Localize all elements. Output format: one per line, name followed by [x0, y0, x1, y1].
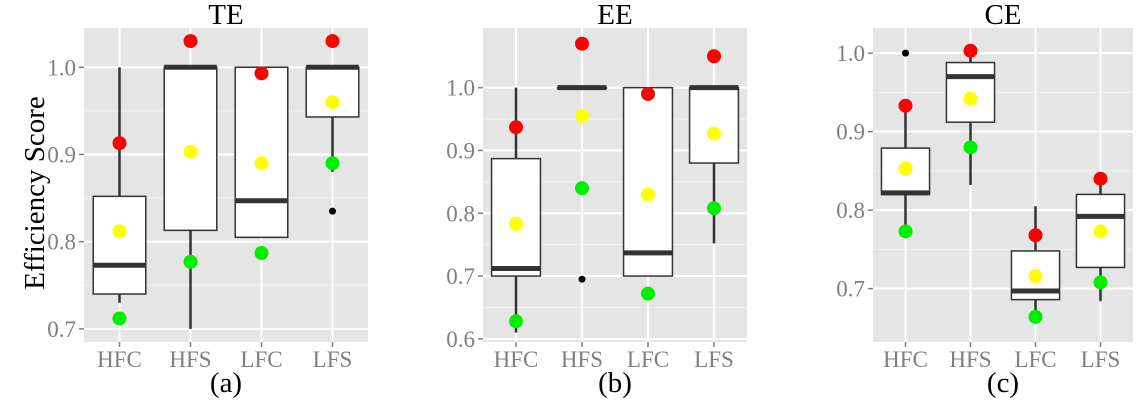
y-tick-label: 0.9 — [446, 138, 475, 163]
panel-sublabel: (a) — [210, 367, 242, 399]
upper-point — [325, 34, 340, 49]
upper-point — [898, 98, 913, 113]
panel-ee: 0.6 0.7 0.8 0.9 1.0 HFC HFS LFC LFS EE (b) — [446, 0, 747, 399]
lower-point — [183, 254, 198, 269]
outlier-point — [329, 207, 336, 215]
x-tick-label: LFC — [627, 347, 669, 372]
lower-point — [641, 286, 655, 301]
lower-point — [898, 224, 913, 239]
box-lfc — [622, 86, 674, 277]
y-tick-label: 0.9 — [47, 142, 76, 167]
upper-point — [112, 136, 127, 151]
upper-point — [1093, 171, 1108, 186]
x-tick-label: HFC — [883, 347, 928, 372]
mean-point — [641, 187, 655, 202]
box-iqr — [688, 86, 740, 164]
lower-point — [112, 311, 127, 326]
x-tick-label: HFC — [494, 347, 539, 372]
panel-te: 0.7 0.8 0.9 1.0 HFC HFS LFC LFS TE (a) — [47, 0, 368, 399]
box-iqr — [305, 66, 360, 118]
panel-ce: 0.7 0.8 0.9 1.0 HFC HFS LFC LFS CE (c) — [836, 0, 1133, 399]
upper-point — [183, 34, 198, 49]
panel-title: EE — [597, 0, 632, 31]
lower-point — [254, 246, 269, 261]
box-iqr — [92, 195, 147, 295]
y-tick-label: 1.0 — [446, 76, 475, 101]
mean-point — [509, 216, 523, 231]
mean-point — [898, 161, 913, 176]
y-tick-label: 0.8 — [446, 201, 475, 226]
panel-title: CE — [984, 0, 1021, 31]
box-lfs — [688, 85, 740, 244]
mean-point — [254, 156, 269, 171]
y-tick-label: 0.7 — [47, 317, 76, 342]
y-axis-label: Efficiency Score — [19, 96, 51, 290]
box-hfs — [556, 85, 608, 283]
x-tick-label: LFC — [1014, 347, 1056, 372]
mean-point — [112, 224, 127, 239]
y-tick-label: 1.0 — [836, 41, 865, 66]
mean-point — [707, 126, 721, 141]
y-tick-label: 0.9 — [836, 120, 865, 145]
lower-point — [509, 314, 523, 329]
box-iqr — [622, 86, 674, 277]
box-iqr — [234, 66, 289, 239]
outlier-point — [578, 275, 586, 283]
upper-point — [254, 66, 269, 81]
upper-point — [641, 86, 655, 101]
upper-point — [575, 36, 589, 51]
panel-sublabel: (b) — [598, 367, 632, 399]
y-tick-label: 0.7 — [446, 264, 475, 289]
x-tick-label: HFS — [949, 347, 991, 372]
x-tick-label: HFS — [169, 347, 211, 372]
upper-point — [963, 43, 978, 58]
mean-point — [575, 108, 589, 123]
lower-point — [1093, 275, 1108, 290]
mean-point — [1093, 224, 1108, 239]
upper-point — [509, 120, 523, 135]
lower-point — [575, 181, 589, 196]
mean-point — [1028, 269, 1043, 284]
y-tick-label: 1.0 — [47, 55, 76, 80]
mean-point — [325, 95, 340, 110]
upper-point — [1028, 228, 1043, 243]
lower-point — [707, 201, 721, 216]
x-tick-label: HFC — [97, 347, 142, 372]
box-hfc — [92, 67, 147, 303]
outlier-point — [902, 49, 909, 57]
panel-title: TE — [208, 0, 243, 31]
x-tick-label: LFS — [694, 347, 734, 372]
x-tick-label: HFS — [561, 347, 603, 372]
y-tick-label: 0.8 — [836, 198, 865, 223]
upper-point — [707, 49, 721, 64]
y-tick-label: 0.7 — [836, 277, 865, 302]
mean-point — [963, 91, 978, 106]
box-lfc — [234, 66, 289, 239]
y-tick-label: 0.8 — [47, 230, 76, 255]
x-tick-label: LFS — [313, 347, 353, 372]
y-tick-label: 0.6 — [446, 327, 475, 352]
lower-point — [1028, 309, 1043, 324]
mean-point — [183, 144, 198, 159]
x-tick-label: LFC — [240, 347, 282, 372]
panel-sublabel: (c) — [987, 367, 1019, 399]
lower-point — [963, 140, 978, 155]
lower-point — [325, 156, 340, 171]
x-tick-label: LFS — [1081, 347, 1121, 372]
